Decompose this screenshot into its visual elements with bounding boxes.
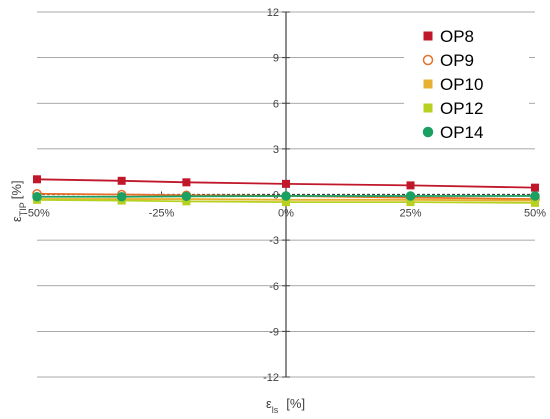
- series-line: [37, 198, 536, 202]
- data-point: [116, 192, 127, 202]
- series-layer: [32, 175, 540, 207]
- y-tick-label: 9: [273, 53, 279, 65]
- y-tick-label: -3: [269, 235, 279, 247]
- data-point: [530, 191, 540, 201]
- data-point: [423, 103, 433, 113]
- data-point: [33, 175, 41, 184]
- series-op8: [33, 175, 539, 192]
- y-tick-label: -9: [269, 326, 279, 338]
- data-point: [423, 79, 433, 89]
- legend-label: OP9: [440, 51, 474, 70]
- data-point: [181, 191, 192, 202]
- series-line: [37, 195, 535, 198]
- data-point: [282, 179, 290, 188]
- series-line: [36, 198, 536, 204]
- y-tick-label: 6: [273, 98, 279, 110]
- data-point: [32, 192, 42, 202]
- x-tick-label: 0%: [278, 208, 294, 220]
- y-tick-label: -6: [269, 281, 279, 293]
- series-op14: [32, 191, 540, 202]
- legend-item-op9: OP9: [422, 51, 474, 70]
- data-point: [422, 126, 434, 138]
- data-point: [406, 181, 415, 190]
- x-tick-label: 50%: [524, 208, 546, 220]
- x-tick-labels: -50% -25% 0% 25% 50%: [24, 208, 546, 220]
- legend-label: OP10: [440, 75, 483, 94]
- data-point: [423, 31, 433, 41]
- x-tick-label: 25%: [399, 208, 421, 220]
- data-point: [281, 191, 291, 201]
- legend-item-op12: OP12: [423, 99, 483, 118]
- data-point: [117, 176, 126, 185]
- legend-item-op8: OP8: [423, 27, 474, 46]
- legend-item-op14: OP14: [422, 123, 483, 142]
- x-tick-label: -50%: [24, 208, 50, 220]
- x-tick-label: -25%: [149, 208, 175, 220]
- legend-label: OP12: [440, 99, 483, 118]
- data-point: [422, 54, 434, 66]
- legend-label: OP14: [440, 123, 483, 142]
- x-axis-title: εls [%]: [266, 396, 305, 415]
- data-point: [405, 191, 416, 201]
- legend: OP8 OP9 OP10 OP12 OP14: [404, 20, 529, 148]
- legend-item-op10: OP10: [423, 75, 483, 94]
- y-tick-label: -12: [263, 372, 279, 384]
- data-point: [182, 178, 191, 187]
- data-point: [531, 183, 539, 192]
- series-line: [36, 178, 536, 189]
- y-axis-title: εTIP[%]: [9, 180, 28, 222]
- y-tick-label: 12: [267, 7, 279, 19]
- y-tick-label: 3: [273, 144, 279, 156]
- legend-label: OP8: [440, 27, 474, 46]
